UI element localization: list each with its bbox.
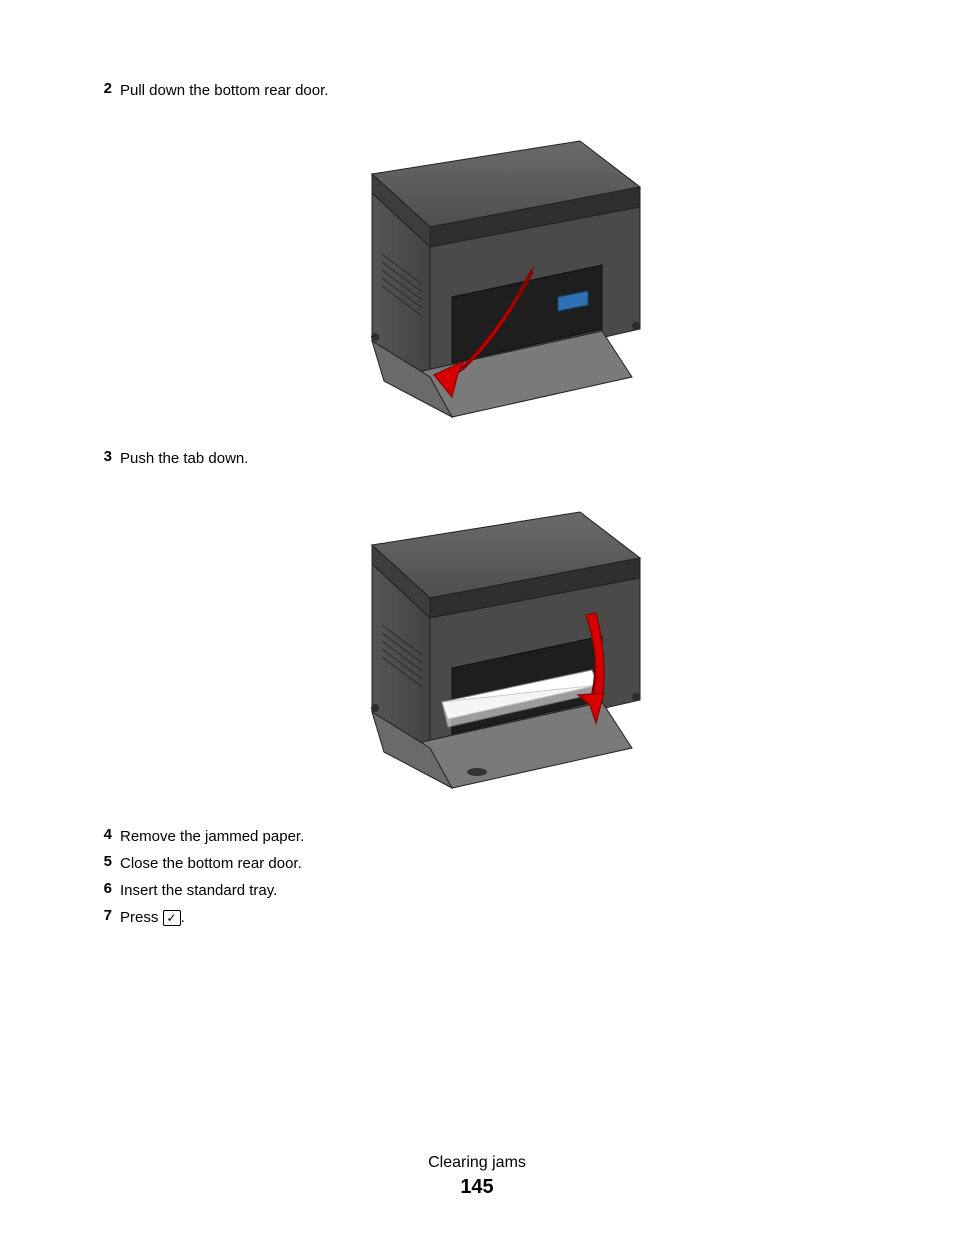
- step-text: Pull down the bottom rear door.: [120, 80, 328, 101]
- step-text: Press ✓.: [120, 907, 185, 928]
- step-number: 6: [90, 880, 112, 897]
- footer-section-title: Clearing jams: [0, 1154, 954, 1172]
- step-6: 6 Insert the standard tray.: [90, 880, 874, 901]
- step-number: 5: [90, 853, 112, 870]
- step-2: 2 Pull down the bottom rear door.: [90, 80, 874, 101]
- step-text: Remove the jammed paper.: [120, 826, 304, 847]
- step-text: Close the bottom rear door.: [120, 853, 302, 874]
- illustration-rear-door: [90, 119, 874, 424]
- printer-rear-door-svg: [302, 119, 662, 419]
- footer-page-number: 145: [0, 1176, 954, 1199]
- step-text: Insert the standard tray.: [120, 880, 277, 901]
- step-number: 2: [90, 80, 112, 97]
- step-number: 4: [90, 826, 112, 843]
- step-text: Push the tab down.: [120, 448, 248, 469]
- step-text-pre: Press: [120, 909, 163, 926]
- step-7: 7 Press ✓.: [90, 907, 874, 928]
- printer-push-tab-svg: [302, 487, 662, 797]
- step-number: 3: [90, 448, 112, 465]
- page-footer: Clearing jams 145: [0, 1154, 954, 1199]
- check-key-icon: ✓: [163, 910, 181, 926]
- step-text-post: .: [181, 909, 185, 926]
- illustration-push-tab: [90, 487, 874, 802]
- step-5: 5 Close the bottom rear door.: [90, 853, 874, 874]
- step-number: 7: [90, 907, 112, 924]
- step-3: 3 Push the tab down.: [90, 448, 874, 469]
- step-4: 4 Remove the jammed paper.: [90, 826, 874, 847]
